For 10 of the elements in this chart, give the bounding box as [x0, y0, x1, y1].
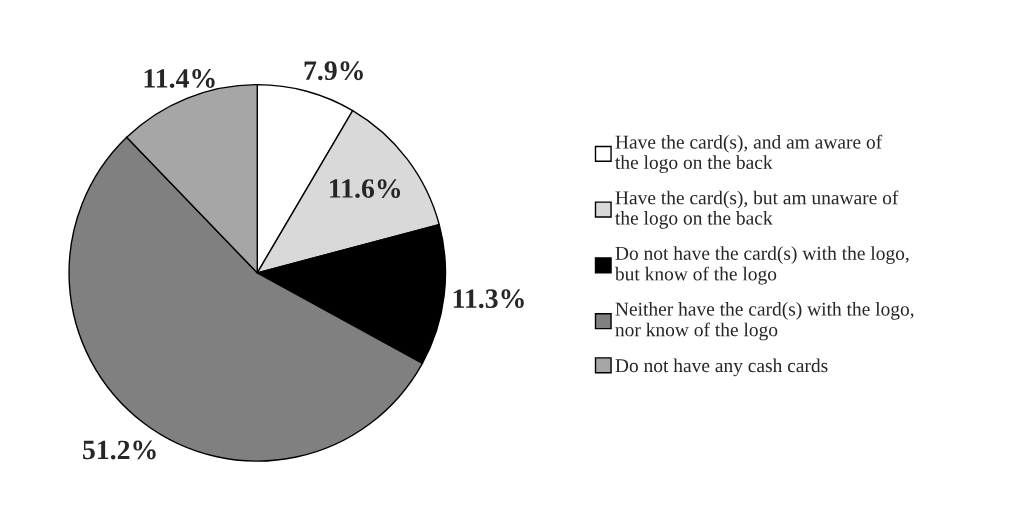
data-label: 51.2%: [83, 440, 156, 460]
legend-label: Have the card(s), and am aware of the logo on the back: [615, 134, 883, 173]
data-label: 7.9%: [304, 61, 363, 81]
legend-label: Do not have the card(s) with the logo, but know of the logo: [614, 246, 909, 285]
data-label: 11.3%: [453, 289, 524, 309]
data-label: 11.4%: [144, 69, 215, 88]
legend-label: Do not have any cash cards: [615, 358, 828, 377]
legend-label: Have the card(s), but am unaware of the logo on the back: [615, 190, 899, 229]
data-label: 11.6%: [330, 179, 401, 199]
legend-label: Neither have the card(s) with the logo, nor know of the logo: [615, 302, 914, 341]
